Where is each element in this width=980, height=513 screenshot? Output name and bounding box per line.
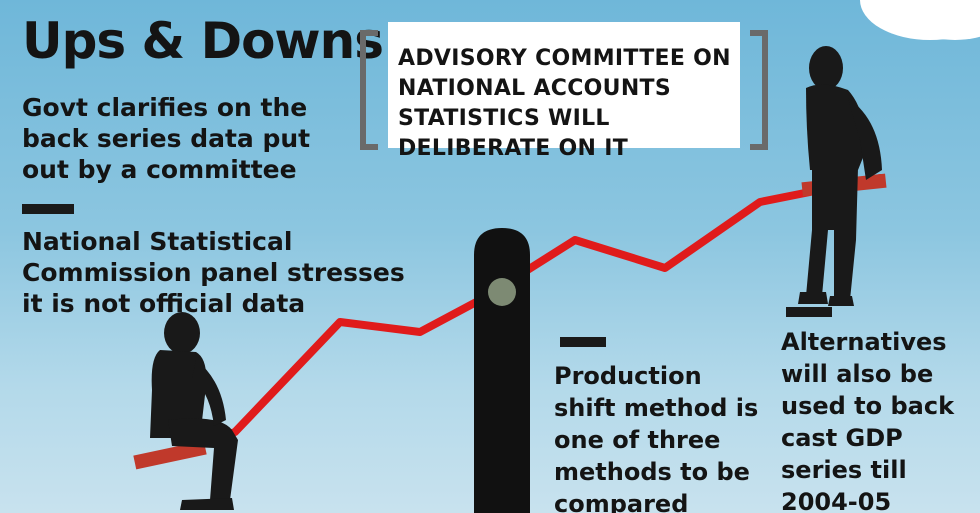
bullet-production-text: Production shift method is one of three … — [554, 362, 759, 513]
bullet-dash — [22, 204, 74, 214]
center-pole — [474, 228, 530, 513]
right-person-silhouette — [798, 46, 882, 306]
bullet-nsc-text: National Statistical Commission panel st… — [22, 227, 405, 318]
bullet-alternatives-text: Alternatives will also be used to back c… — [781, 328, 955, 513]
page-title: Ups & Downs — [22, 12, 384, 70]
callout-text: ADVISORY COMMITTEE ON NATIONAL ACCOUNTS … — [398, 46, 731, 161]
left-seat — [133, 440, 207, 470]
bullet-dash — [560, 337, 606, 347]
left-bracket — [360, 30, 378, 150]
right-bracket — [750, 30, 768, 150]
pivot-bolt — [488, 278, 516, 306]
left-person-silhouette — [150, 312, 238, 510]
bullet-dash — [786, 307, 832, 317]
bullet-govt-text: Govt clarifies on the back series data p… — [22, 93, 311, 184]
callout-box — [388, 22, 740, 148]
